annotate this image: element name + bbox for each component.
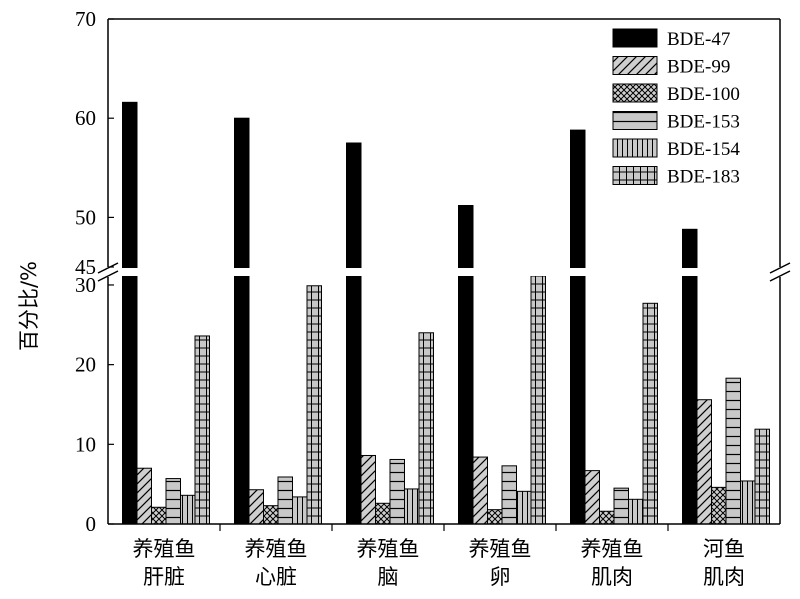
bar-bde-100-5 — [711, 486, 727, 525]
x-tick-label-5-line1: 河鱼 — [703, 537, 745, 561]
bar-bde-100-0 — [151, 506, 167, 525]
bar-bde-47-4-lower — [570, 274, 586, 525]
bar-bde-153-2 — [389, 458, 405, 525]
legend-label-bde-100: BDE-100 — [667, 84, 740, 105]
bar-bde-99-2 — [360, 454, 376, 525]
legend-label-bde-183: BDE-183 — [667, 167, 740, 188]
legend-swatch-bde-153 — [612, 111, 658, 130]
bar-bde-183-5 — [754, 428, 770, 525]
bar-bde-47-2-upper — [346, 142, 362, 270]
y-axis-label-box: 百分比/% — [8, 256, 48, 356]
y-tick-label-70: 70 — [75, 7, 96, 31]
y-axis-label: 百分比/% — [17, 260, 41, 352]
bar-bde-154-1 — [292, 496, 308, 525]
x-tick-label-0-line1: 养殖鱼 — [133, 537, 196, 561]
bar-bde-154-0 — [180, 494, 196, 525]
bar-bde-99-0 — [136, 467, 152, 525]
legend-swatch-bde-47 — [612, 28, 658, 48]
x-tick-label-2-line2: 脑 — [378, 565, 399, 589]
x-tick-label-1-line2: 心脏 — [255, 565, 297, 589]
x-tick-label-0-line2: 肝脏 — [143, 565, 185, 589]
bar-bde-100-3 — [487, 509, 503, 525]
bar-bde-154-2 — [404, 488, 420, 525]
bar-bde-47-1-upper — [234, 117, 250, 270]
bar-bde-183-4 — [642, 302, 658, 525]
x-tick-label-4-line1: 养殖鱼 — [581, 537, 644, 561]
legend-label-bde-99: BDE-99 — [667, 57, 730, 78]
legend-label-bde-153: BDE-153 — [667, 112, 740, 133]
bar-bde-154-4 — [628, 498, 644, 525]
y-tick-label-30: 30 — [75, 273, 96, 297]
break-mark-left-1 — [97, 262, 119, 274]
bar-bde-47-1-lower — [234, 274, 250, 525]
x-tick-label-4-line2: 肌肉 — [591, 565, 633, 589]
y-tick-label-10: 10 — [75, 432, 96, 456]
bar-bde-47-3-upper — [458, 204, 474, 270]
bar-bde-99-1 — [248, 489, 264, 525]
bar-bde-153-4 — [613, 487, 629, 525]
bar-bde-47-2-lower — [346, 274, 362, 525]
bar-bde-183-2 — [418, 332, 434, 525]
y-tick-label-45: 45 — [75, 255, 96, 279]
bar-bde-47-5-lower — [682, 274, 698, 525]
bar-bde-153-0 — [165, 478, 181, 525]
bar-bde-47-0-lower — [122, 274, 138, 525]
break-mark-right-2 — [769, 270, 791, 282]
bar-bde-100-2 — [375, 502, 391, 525]
legend-label-bde-47: BDE-47 — [667, 29, 730, 50]
bar-bde-183-1 — [306, 285, 322, 525]
bar-bde-154-3 — [516, 490, 532, 525]
bar-bde-153-3 — [501, 465, 517, 525]
bar-bde-99-5 — [696, 399, 712, 525]
y-tick-label-0: 0 — [86, 512, 97, 536]
y-tick-label-50: 50 — [75, 205, 96, 229]
legend-swatch-bde-183 — [612, 166, 658, 185]
bar-bde-100-4 — [599, 510, 615, 525]
x-tick-label-5-line2: 肌肉 — [703, 565, 745, 589]
legend-swatch-bde-100 — [612, 83, 658, 103]
y-tick-label-60: 60 — [75, 106, 96, 130]
break-mark-right-1 — [769, 262, 791, 274]
bar-bde-47-4-upper — [570, 129, 586, 270]
bar-bde-47-0-upper — [122, 101, 138, 270]
bar-bde-154-5 — [740, 480, 756, 525]
x-tick-label-2-line1: 养殖鱼 — [357, 537, 420, 561]
bar-bde-47-3-lower — [458, 274, 474, 525]
x-tick-label-1-line1: 养殖鱼 — [245, 537, 308, 561]
bar-bde-100-1 — [263, 505, 279, 525]
legend-swatch-bde-154 — [612, 138, 658, 158]
legend-swatch-bde-99 — [612, 56, 658, 75]
bar-bde-153-1 — [277, 476, 293, 525]
legend-label-bde-154: BDE-154 — [667, 139, 740, 160]
bar-bde-183-0 — [194, 335, 210, 525]
axis-break-gap — [100, 268, 792, 276]
x-tick-label-3-line1: 养殖鱼 — [469, 537, 532, 561]
y-tick-label-20: 20 — [75, 353, 96, 377]
bar-bde-183-3-lower — [530, 274, 546, 525]
x-tick-label-3-line2: 卵 — [490, 565, 511, 589]
bar-bde-153-5 — [725, 377, 741, 525]
break-mark-left-2 — [97, 270, 119, 282]
bar-bde-99-4 — [584, 470, 600, 525]
bar-bde-99-3 — [472, 456, 488, 525]
bar-bde-47-5-upper — [682, 228, 698, 270]
